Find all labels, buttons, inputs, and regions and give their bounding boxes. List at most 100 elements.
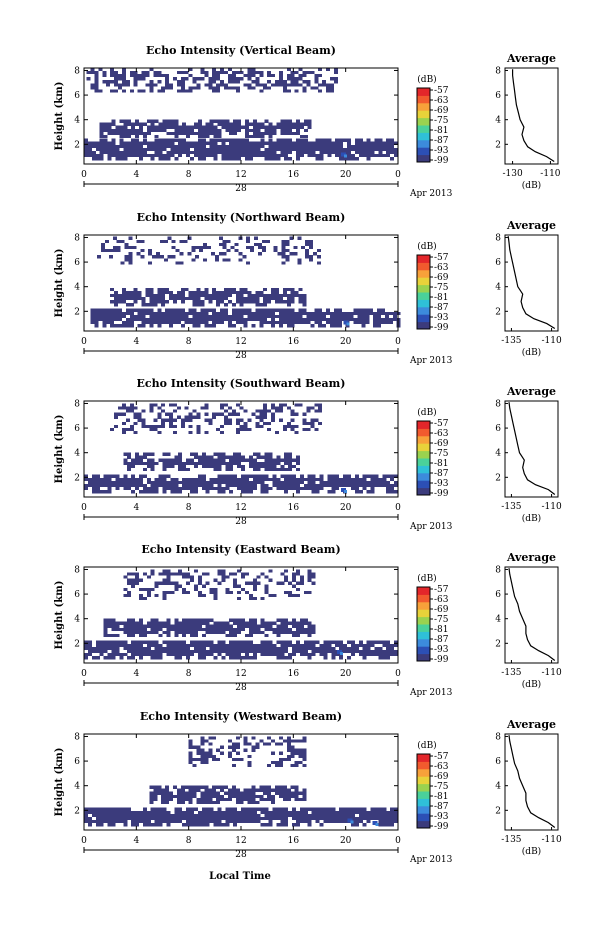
heatmap-cell [224, 71, 228, 75]
heatmap-cell [176, 294, 181, 298]
heatmap-cell [213, 147, 218, 152]
heatmap-cell [99, 144, 104, 148]
heatmap-cell [95, 656, 100, 660]
heatmap-cell [282, 287, 287, 291]
heatmap-cell [180, 89, 185, 93]
heatmap-cell [204, 74, 209, 78]
heatmap-cell [220, 308, 225, 312]
heatmap-cell [285, 255, 290, 259]
heatmap-cell [127, 144, 132, 148]
heatmap-cell [319, 813, 324, 818]
heatmap-cell [260, 480, 265, 485]
heatmap-cell [225, 646, 230, 651]
heatmap-cell [205, 627, 210, 631]
colorbar-swatch [417, 798, 430, 807]
x-tick-label: 12 [235, 503, 246, 513]
heatmap-cell [272, 468, 277, 472]
heatmap-cell [319, 650, 324, 654]
heatmap-cell [373, 314, 378, 319]
heatmap-cell [121, 290, 126, 295]
heatmap-cell [303, 135, 308, 139]
heatmap-cell [284, 643, 289, 647]
heatmap-cell [278, 80, 283, 84]
heatmap-cell [244, 151, 249, 155]
heatmap-cell [184, 311, 189, 315]
heatmap-cell [306, 83, 311, 87]
heatmap-cell [150, 572, 155, 576]
heatmap-cell [222, 246, 227, 250]
heatmap-cell [201, 823, 206, 827]
heatmap-cell [235, 80, 240, 84]
heatmap-cell [201, 128, 206, 132]
heatmap-cell [330, 83, 334, 87]
heatmap-cell [196, 83, 201, 87]
heatmap-cell [118, 308, 122, 312]
heatmap-cell [213, 458, 218, 462]
heatmap-cell [271, 406, 276, 410]
heatmap-cell [91, 151, 96, 155]
heatmap-cell [286, 794, 291, 798]
heatmap-cell [276, 627, 281, 631]
heatmap-cell [396, 324, 401, 328]
x-tick-label: 4 [133, 170, 139, 180]
heatmap-cell [188, 86, 193, 90]
heatmap-cell [209, 807, 214, 811]
heatmap-cell [268, 578, 273, 582]
heatmap-cell [276, 810, 281, 814]
y-tick-label: 2 [74, 307, 80, 317]
heatmap-cell [162, 597, 167, 601]
x-tick-label: 0 [395, 170, 401, 180]
heatmap-cell [91, 650, 96, 654]
heatmap-cell [213, 144, 218, 148]
heatmap-cell [217, 569, 222, 573]
heatmap-cell [158, 572, 163, 576]
heatmap-cell [381, 308, 385, 312]
panel-2: Echo Intensity (Northward Beam)Height (k… [54, 211, 562, 366]
heatmap-cell [135, 624, 139, 628]
colorbar-tick-label: -99 [434, 489, 449, 499]
heatmap-cell [174, 634, 179, 638]
heatmap-cell [166, 125, 171, 129]
heatmap-cell [154, 621, 159, 625]
heatmap-cell [243, 794, 248, 798]
heatmap-cell [362, 643, 367, 647]
heatmap-cell [319, 480, 324, 485]
heatmap-cell [268, 452, 273, 456]
heatmap-cell [303, 653, 308, 657]
heatmap-cell [271, 418, 276, 422]
heatmap-cell [288, 125, 293, 129]
heatmap-cell [127, 810, 132, 814]
panel-title: Echo Intensity (Eastward Beam) [141, 543, 340, 556]
heatmap-cell [388, 318, 393, 322]
heatmap-cell [99, 490, 104, 494]
heatmap-cell [237, 461, 242, 465]
heatmap-cell [243, 321, 248, 325]
heatmap-cell [358, 151, 363, 155]
heatmap-cell [278, 83, 283, 87]
heatmap-cell [237, 480, 242, 485]
heatmap-cell [347, 646, 351, 651]
heatmap-cell [259, 89, 264, 93]
heatmap-cell [208, 308, 213, 312]
heatmap-cells [84, 67, 399, 161]
heatmap-cell [224, 311, 228, 315]
heatmap-cell [347, 151, 351, 155]
heatmap-cell [165, 801, 170, 805]
heatmap-cell [188, 308, 193, 312]
heatmap-cell [263, 303, 268, 307]
heatmap-cell [286, 83, 291, 87]
heatmap-cell [272, 458, 277, 462]
heatmap-cell [311, 474, 316, 478]
heatmap-cell [197, 474, 202, 478]
heatmap-cell [197, 813, 202, 818]
heatmap-cell [288, 477, 293, 481]
heatmap-cell [173, 308, 177, 312]
heatmap-cell [318, 318, 323, 322]
heatmap-cell [149, 791, 154, 795]
heatmap-cell [243, 424, 248, 429]
heatmap-cell [141, 297, 146, 301]
heatmap-cell [294, 89, 299, 93]
heatmap-cell [272, 125, 277, 129]
heatmap-cell [162, 461, 167, 465]
heatmap-cell [178, 807, 183, 811]
